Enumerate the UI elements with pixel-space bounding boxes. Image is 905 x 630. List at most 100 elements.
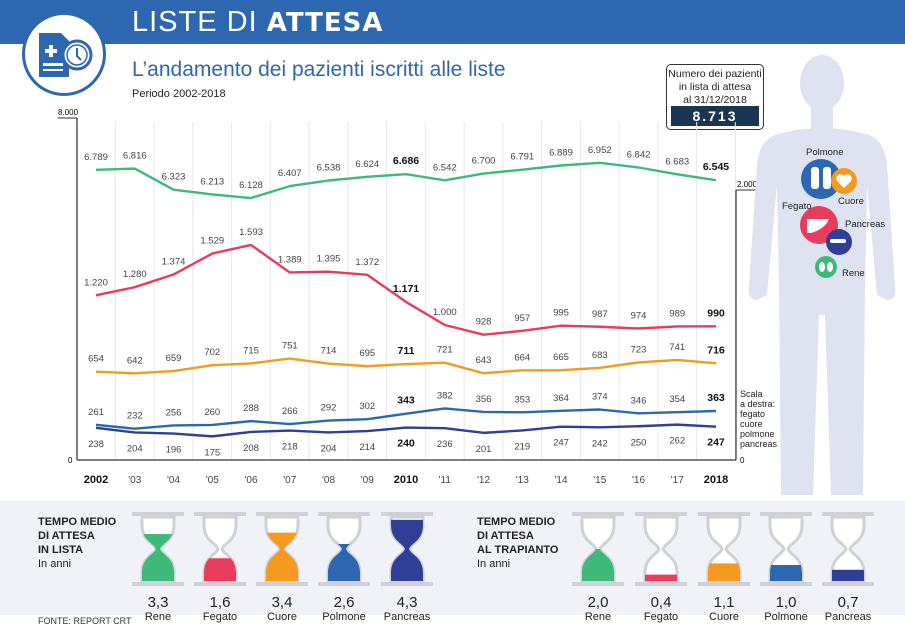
- data-label: 238: [88, 439, 104, 450]
- note-line: Scala: [740, 389, 763, 399]
- data-label: 346: [631, 395, 647, 406]
- data-label: 987: [592, 309, 608, 320]
- line-chart: 8.000 0 2.000 0 2002 '03 '04 '05 '06 '07 '08 '09 201…: [58, 108, 762, 486]
- data-label: 957: [514, 313, 530, 324]
- series-line-pancreas: [95, 423, 717, 438]
- x-tick-label: '15: [593, 475, 606, 486]
- series-line-polmone: [95, 407, 717, 430]
- total-label: Numero dei pazienti: [668, 68, 762, 80]
- data-label: 242: [592, 438, 608, 449]
- organ-name: Rene: [584, 611, 612, 623]
- data-label: 721: [437, 345, 453, 356]
- data-label: 247: [707, 437, 725, 449]
- series-line-cuore: [95, 357, 717, 375]
- data-label: 214: [359, 442, 375, 453]
- waiting-time-panel: TEMPO MEDIO DI ATTESA IN LISTA In anni T…: [0, 501, 905, 623]
- hourglass-icon: [194, 512, 246, 586]
- hourglass-icon: [256, 512, 308, 586]
- data-label: 1.389: [278, 254, 302, 265]
- organ-name: Fegato: [643, 611, 679, 623]
- organ-label-fegato: Fegato: [782, 201, 812, 212]
- data-label: 1.171: [393, 283, 419, 295]
- hourglass-icon: [572, 512, 624, 586]
- data-label: 262: [669, 436, 685, 447]
- note-line: fegato: [740, 409, 766, 419]
- waiting-time-value: 2,0: [587, 594, 609, 611]
- hourglass-cuore: 1,1 Cuore: [694, 511, 754, 623]
- data-label: 1.374: [162, 257, 186, 268]
- waiting-time-value: 3,3: [147, 594, 169, 611]
- data-label: 232: [127, 411, 143, 422]
- page-title: LISTE DI ATTESA: [132, 6, 384, 38]
- data-label: 354: [669, 394, 685, 405]
- data-label: 6.952: [588, 145, 612, 156]
- hourglass-polmone: 2,6 Polmone: [314, 511, 374, 623]
- data-label: 989: [669, 308, 685, 319]
- data-label: 266: [282, 406, 298, 417]
- data-label: 256: [166, 407, 182, 418]
- data-label: 715: [243, 345, 259, 356]
- x-tick-label: '14: [554, 475, 567, 486]
- hourglass-icon: [318, 512, 370, 586]
- data-label: 1.529: [200, 236, 224, 247]
- data-label: 711: [398, 345, 415, 357]
- series-line-rene: [95, 161, 717, 200]
- data-label: 6.683: [665, 156, 689, 167]
- data-label: 6.700: [472, 156, 496, 167]
- waiting-time-value: 1,0: [775, 594, 797, 611]
- data-label: 363: [707, 392, 725, 404]
- x-tick-label: '13: [516, 475, 529, 486]
- chart-subtitle: L’andamento dei pazienti iscritti alle l…: [132, 58, 506, 81]
- data-label: 6.889: [549, 147, 573, 158]
- data-label: 6.791: [510, 152, 534, 163]
- data-label: 382: [437, 390, 453, 401]
- data-label: 6.816: [123, 151, 147, 162]
- organ-name: Cuore: [709, 611, 739, 623]
- hourglass-cuore: 3,4 Cuore: [252, 511, 312, 623]
- data-label: 261: [88, 407, 104, 418]
- note-line: a destra:: [740, 399, 776, 409]
- data-label: 974: [631, 311, 647, 322]
- data-label: 659: [166, 353, 182, 364]
- x-tick-label: '17: [671, 475, 684, 486]
- right-scale-note: Scala a destra: fegato cuore polmone pan…: [740, 389, 777, 449]
- x-tick-label: '04: [167, 475, 180, 486]
- total-value: 8.713: [671, 106, 759, 126]
- hourglass-icon: [635, 512, 687, 586]
- data-label: 6.624: [355, 159, 379, 170]
- total-label: in lista di attesa: [678, 81, 752, 93]
- organ-label-pancreas: Pancreas: [845, 219, 886, 230]
- x-tick-label: '03: [128, 475, 141, 486]
- data-label: 6.542: [433, 162, 457, 173]
- data-label: 6.545: [703, 161, 729, 173]
- data-label: 990: [707, 307, 725, 319]
- x-tick-label: '12: [477, 475, 490, 486]
- x-tick-label: '16: [632, 475, 645, 486]
- waiting-time-value: 2,6: [333, 594, 355, 611]
- x-tick-label: '07: [283, 475, 296, 486]
- data-label: 353: [514, 394, 530, 405]
- data-label: 250: [631, 437, 647, 448]
- waiting-time-value: 1,1: [713, 594, 735, 611]
- hourglass-pancreas: 0,7 Pancreas: [818, 511, 878, 623]
- title-line: DI ATTESA: [38, 530, 95, 542]
- data-label: 6.686: [393, 155, 419, 167]
- hourglass-icon: [698, 512, 750, 586]
- note-line: polmone: [740, 429, 775, 439]
- hourglass-fegato: 0,4 Fegato: [631, 511, 691, 623]
- data-label: 654: [88, 354, 104, 365]
- right-axis-tick-label: 2.000: [737, 180, 758, 189]
- data-label: 218: [282, 442, 298, 453]
- human-body-silhouette-icon: [748, 55, 896, 495]
- panel-unit: In anni: [477, 558, 511, 570]
- data-label: 343: [397, 395, 415, 407]
- left-axis-tick-label: 0: [68, 456, 73, 465]
- title-line: TEMPO MEDIO: [38, 516, 117, 528]
- data-label: 196: [166, 445, 182, 456]
- data-label: 643: [476, 355, 492, 366]
- data-label: 204: [321, 443, 337, 454]
- data-label: 1.000: [433, 307, 457, 318]
- title-line: AL TRAPIANTO: [477, 544, 559, 556]
- data-label: 6.842: [627, 150, 651, 161]
- data-label: 356: [476, 394, 492, 405]
